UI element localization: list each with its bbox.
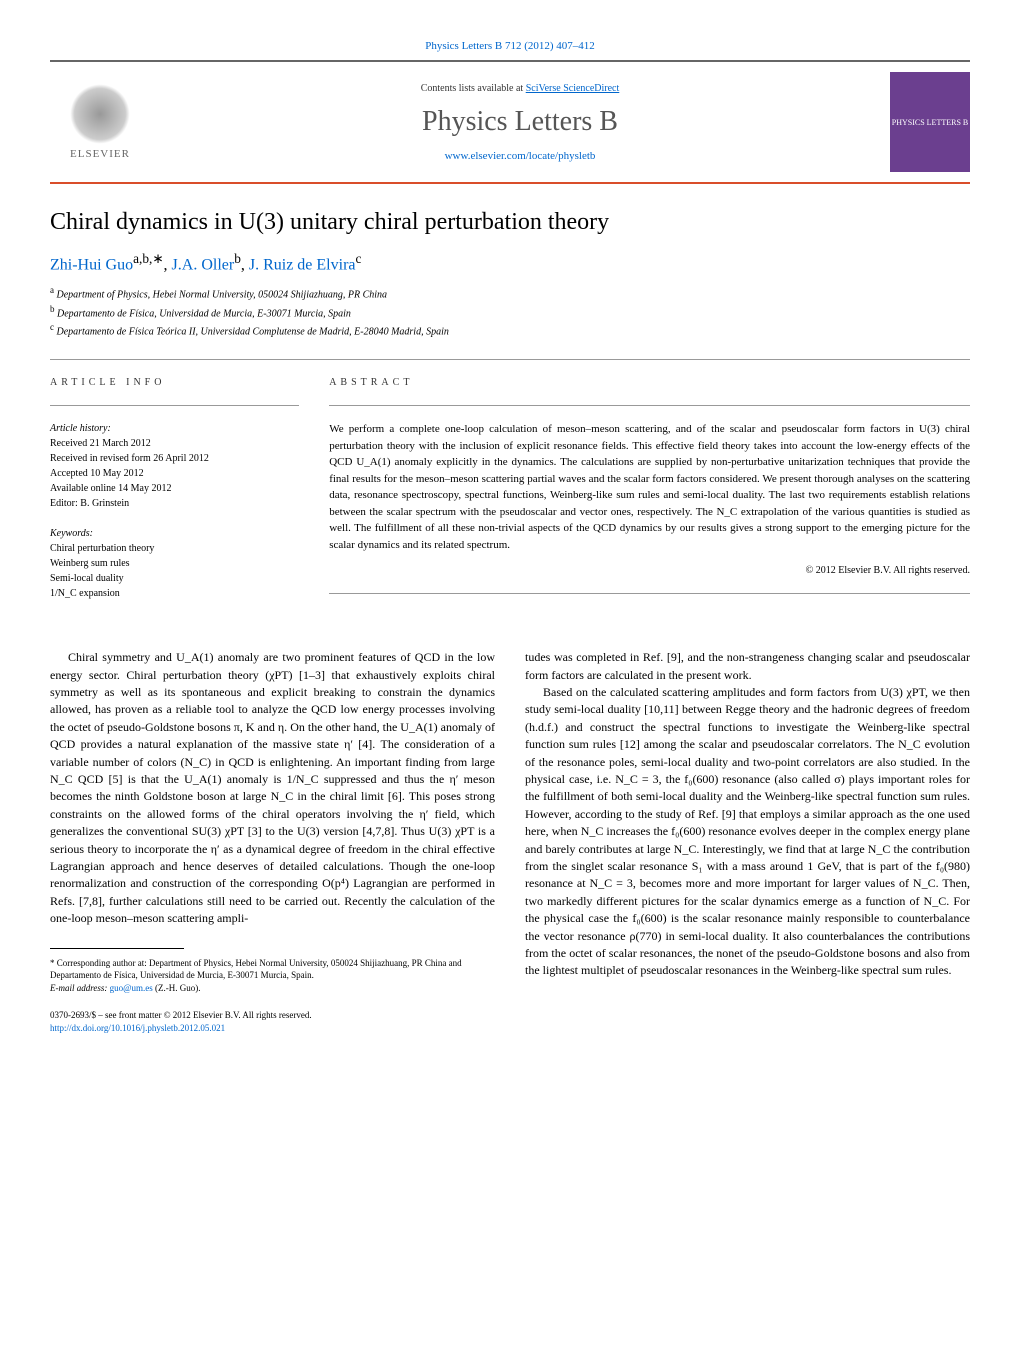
abstract-divider (329, 405, 970, 406)
body-text: Chiral symmetry and U_A(1) anomaly are t… (50, 649, 970, 1034)
article-info-column: ARTICLE INFO Article history: Received 2… (50, 375, 299, 609)
abstract-text: We perform a complete one-loop calculati… (329, 421, 970, 553)
author-2[interactable]: J.A. Oller (172, 256, 235, 273)
email-link[interactable]: guo@um.es (110, 983, 153, 993)
sciencedirect-link[interactable]: SciVerse ScienceDirect (526, 83, 620, 94)
keywords-label: Keywords: (50, 526, 299, 541)
keyword-4: 1/N_C expansion (50, 586, 299, 601)
body-column-right: tudes was completed in Ref. [9], and the… (525, 649, 970, 1034)
corresponding-author: * Corresponding author at: Department of… (50, 957, 495, 982)
authors-list: Zhi-Hui Guoa,b,∗, J.A. Ollerb, J. Ruiz d… (50, 251, 970, 274)
bottom-info: 0370-2693/$ – see front matter © 2012 El… (50, 1009, 495, 1034)
received-date: Received 21 March 2012 (50, 436, 299, 451)
author-2-sup: b (234, 251, 241, 266)
author-1-sup: a,b,∗ (133, 251, 163, 266)
issn-line: 0370-2693/$ – see front matter © 2012 El… (50, 1009, 495, 1022)
author-1[interactable]: Zhi-Hui Guo (50, 256, 133, 273)
journal-name: Physics Letters B (150, 106, 890, 138)
contents-line: Contents lists available at SciVerse Sci… (150, 83, 890, 94)
publisher-logo: ELSEVIER (50, 72, 150, 172)
article-info-heading: ARTICLE INFO (50, 375, 299, 390)
header-center: Contents lists available at SciVerse Sci… (150, 83, 890, 162)
accepted-date: Accepted 10 May 2012 (50, 466, 299, 481)
email-label: E-mail address: (50, 983, 110, 993)
abstract-heading: ABSTRACT (329, 375, 970, 390)
keyword-3: Semi-local duality (50, 571, 299, 586)
revised-date: Received in revised form 26 April 2012 (50, 451, 299, 466)
affiliation-b: Departamento de Física, Universidad de M… (57, 308, 351, 319)
info-divider (50, 405, 299, 406)
author-3[interactable]: J. Ruiz de Elvira (249, 256, 356, 273)
affiliation-c: Departamento de Física Teórica II, Unive… (57, 326, 449, 337)
keyword-2: Weinberg sum rules (50, 556, 299, 571)
body-column-left: Chiral symmetry and U_A(1) anomaly are t… (50, 649, 495, 1034)
footnote-block: * Corresponding author at: Department of… (50, 957, 495, 995)
author-3-sup: c (356, 251, 362, 266)
contents-text: Contents lists available at (421, 83, 526, 94)
elsevier-tree-icon (70, 84, 130, 144)
divider (50, 359, 970, 360)
doi-link[interactable]: http://dx.doi.org/10.1016/j.physletb.201… (50, 1023, 225, 1033)
affiliations: a Department of Physics, Hebei Normal Un… (50, 284, 970, 339)
history-label: Article history: (50, 421, 299, 436)
copyright: © 2012 Elsevier B.V. All rights reserved… (329, 563, 970, 578)
keyword-1: Chiral perturbation theory (50, 541, 299, 556)
editor: Editor: B. Grinstein (50, 496, 299, 511)
article-title: Chiral dynamics in U(3) unitary chiral p… (50, 209, 970, 236)
journal-url[interactable]: www.elsevier.com/locate/physletb (150, 150, 890, 162)
body-paragraph-1: Chiral symmetry and U_A(1) anomaly are t… (50, 649, 495, 927)
publisher-name: ELSEVIER (70, 148, 130, 160)
online-date: Available online 14 May 2012 (50, 481, 299, 496)
affiliation-a: Department of Physics, Hebei Normal Univ… (57, 290, 388, 301)
body-paragraph-2: tudes was completed in Ref. [9], and the… (525, 649, 970, 684)
body-paragraph-3: Based on the calculated scattering ampli… (525, 684, 970, 980)
abstract-column: ABSTRACT We perform a complete one-loop … (329, 375, 970, 609)
email-author: (Z.-H. Guo). (153, 983, 201, 993)
journal-cover-icon: PHYSICS LETTERS B (890, 72, 970, 172)
abstract-end-divider (329, 593, 970, 594)
journal-reference: Physics Letters B 712 (2012) 407–412 (50, 40, 970, 52)
footnote-separator (50, 948, 184, 949)
journal-header: ELSEVIER Contents lists available at Sci… (50, 60, 970, 184)
